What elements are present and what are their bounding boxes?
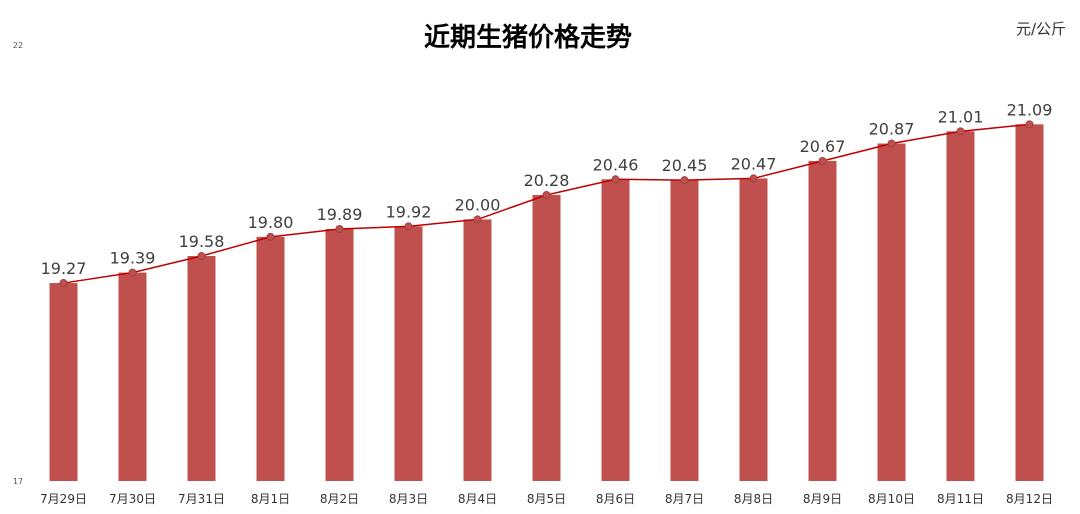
- bar: [325, 228, 354, 481]
- line-marker: [404, 222, 413, 231]
- data-label: 21.09: [1007, 100, 1053, 119]
- data-label: 20.87: [869, 120, 915, 139]
- line-marker: [887, 139, 896, 148]
- x-tick-label: 8月3日: [389, 492, 428, 506]
- x-tick-label: 8月6日: [596, 492, 635, 506]
- line-marker: [1025, 120, 1034, 129]
- line-marker: [542, 190, 551, 199]
- line-marker: [59, 279, 68, 288]
- unit-label: 元/公斤: [1016, 20, 1066, 38]
- y-tick-label: 22: [13, 41, 23, 50]
- x-tick-label: 8月8日: [734, 492, 773, 506]
- x-tick-label: 8月1日: [251, 492, 290, 506]
- x-tick-label: 8月7日: [665, 492, 704, 506]
- x-axis-ticks: 7月29日 7月30日 7月31日 8月1日 8月2日 8月3日 8月4日 8月5日 8月6日 8…: [40, 492, 1053, 506]
- y-tick-label: 17: [13, 477, 23, 486]
- line-marker: [128, 268, 137, 277]
- x-tick-label: 7月30日: [109, 492, 156, 506]
- bar: [463, 219, 492, 481]
- x-tick-label: 8月12日: [1006, 492, 1053, 506]
- x-tick-label: 7月29日: [40, 492, 87, 506]
- data-label: 19.39: [110, 249, 156, 268]
- bar: [670, 180, 699, 481]
- x-tick-label: 8月11日: [937, 492, 984, 506]
- line-marker: [266, 232, 275, 241]
- bars-group: [49, 124, 1044, 482]
- x-tick-label: 8月5日: [527, 492, 566, 506]
- bar: [532, 194, 561, 481]
- bar: [946, 131, 975, 481]
- x-tick-label: 7月31日: [178, 492, 225, 506]
- bar: [739, 178, 768, 481]
- x-tick-label: 8月4日: [458, 492, 497, 506]
- data-label: 20.00: [455, 195, 501, 214]
- bar: [118, 272, 147, 481]
- bar: [256, 236, 285, 481]
- chart-title: 近期生猪价格走势: [424, 22, 632, 53]
- data-label: 19.58: [179, 232, 225, 251]
- bar: [49, 283, 78, 481]
- x-tick-label: 8月9日: [803, 492, 842, 506]
- data-label: 20.67: [800, 137, 846, 156]
- data-label: 20.46: [593, 155, 639, 174]
- bar: [187, 256, 216, 481]
- data-label: 19.27: [41, 259, 87, 278]
- bar: [601, 179, 630, 481]
- data-labels-group: 19.27 19.39 19.58 19.80 19.89 19.92 20.00 20.28…: [41, 100, 1053, 278]
- x-tick-label: 8月10日: [868, 492, 915, 506]
- line-marker: [680, 176, 689, 185]
- data-label: 19.89: [317, 205, 363, 224]
- data-label: 20.28: [524, 171, 570, 190]
- bar: [808, 160, 837, 481]
- line-marker: [749, 174, 758, 183]
- data-label: 19.92: [386, 202, 432, 221]
- data-label: 21.01: [938, 107, 984, 126]
- line-marker: [473, 215, 482, 224]
- bar: [1015, 124, 1044, 482]
- x-tick-label: 8月2日: [320, 492, 359, 506]
- line-marker: [197, 252, 206, 261]
- line-marker: [818, 156, 827, 165]
- bar: [394, 226, 423, 481]
- bar: [877, 143, 906, 481]
- trend-line-group: [59, 120, 1034, 288]
- data-label: 20.47: [731, 154, 777, 173]
- data-label: 19.80: [248, 213, 294, 232]
- line-marker: [956, 127, 965, 136]
- line-marker: [335, 224, 344, 233]
- line-marker: [611, 175, 620, 184]
- data-label: 20.45: [662, 156, 708, 175]
